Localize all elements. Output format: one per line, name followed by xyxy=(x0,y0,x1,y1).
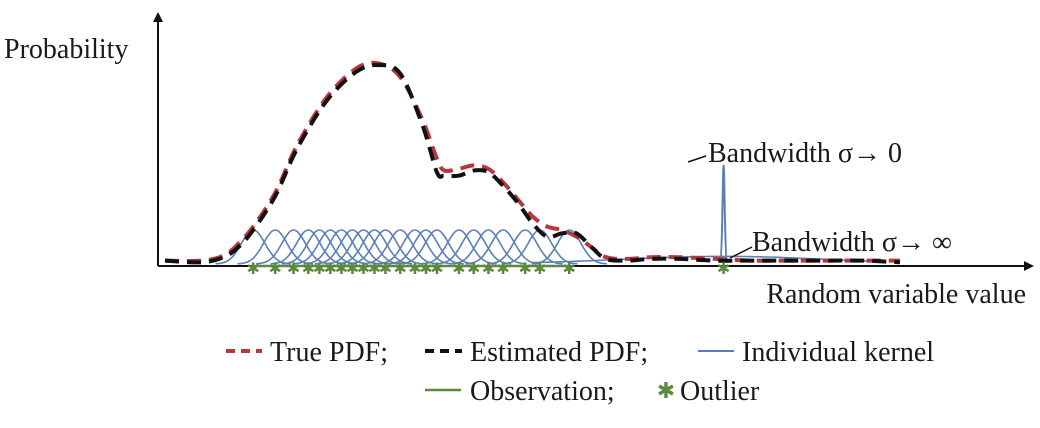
legend-estimated-pdf-label: Estimated PDF; xyxy=(470,337,648,368)
observation-marker-5: ✱ xyxy=(313,259,326,278)
annotation-wide-bandwidth: Bandwidth σ→ ∞ xyxy=(729,227,952,259)
kernel-6 xyxy=(292,229,369,265)
annotation-narrow-bandwidth: Bandwidth σ→ 0 xyxy=(687,138,902,169)
observation-marker-16: ✱ xyxy=(452,259,465,278)
observation-markers: ✱ ✱ ✱ ✱✱✱✱✱✱✱✱ ✱ ✱✱✱ ✱ ✱ ✱ ✱ ✱ ✱ ✱ ✱ xyxy=(246,259,730,278)
kernel-16 xyxy=(421,229,497,265)
kernel-2 xyxy=(237,229,313,265)
kernel-19 xyxy=(465,229,541,265)
observation-marker-22: ✱ xyxy=(563,259,576,278)
kernel-7 xyxy=(303,229,380,265)
legend-true-pdf: True PDF; xyxy=(226,337,388,368)
observation-marker-13: ✱ xyxy=(408,259,421,278)
observation-marker-10: ✱ xyxy=(368,259,381,278)
estimated-pdf-curve xyxy=(164,63,901,265)
y-axis-label: Probability xyxy=(4,34,128,65)
kernel-4 xyxy=(270,229,347,265)
kernel-14 xyxy=(388,229,464,265)
legend-observation-label: Observation; xyxy=(470,376,615,407)
observation-marker-21: ✱ xyxy=(533,259,546,278)
kernel-3 xyxy=(255,229,332,265)
observation-marker-4: ✱ xyxy=(302,259,315,278)
observation-marker-18: ✱ xyxy=(482,259,495,278)
observation-marker-8: ✱ xyxy=(346,259,359,278)
legend-outlier: ✱ Outlier xyxy=(657,376,760,407)
annotation-narrow-text: Bandwidth σ→ 0 xyxy=(708,138,902,169)
pdf-curves xyxy=(164,60,901,265)
kernel-20 xyxy=(487,229,563,265)
legend-observation: Observation; xyxy=(425,376,615,407)
legend-outlier-label: Outlier xyxy=(680,376,760,407)
observation-marker-19: ✱ xyxy=(496,259,509,278)
annotation-wide-text: Bandwidth σ→ ∞ xyxy=(752,227,952,258)
observation-marker-9: ✱ xyxy=(357,259,370,278)
observation-marker-20: ✱ xyxy=(518,259,531,278)
kernel-8 xyxy=(314,229,391,265)
legend: True PDF; Estimated PDF; Individual kern… xyxy=(226,337,934,407)
observation-marker-12: ✱ xyxy=(393,259,406,278)
observation-marker-17: ✱ xyxy=(467,259,480,278)
observation-marker-7: ✱ xyxy=(335,259,348,278)
legend-estimated-pdf: Estimated PDF; xyxy=(425,337,648,368)
observation-marker-1: ✱ xyxy=(246,259,259,278)
observation-marker-2: ✱ xyxy=(269,259,282,278)
outlier-marker-1: ✱ xyxy=(717,259,730,278)
legend-kernel-label: Individual kernel xyxy=(742,337,934,368)
legend-individual-kernel: Individual kernel xyxy=(698,337,934,368)
kernel-narrow-bandwidth xyxy=(718,164,729,264)
observation-marker-14: ✱ xyxy=(419,259,432,278)
annotation-wide-leader xyxy=(729,246,753,259)
observation-marker-6: ✱ xyxy=(324,259,337,278)
individual-kernels xyxy=(215,164,886,265)
x-axis-label: Random variable value xyxy=(766,279,1026,310)
legend-true-pdf-label: True PDF; xyxy=(270,337,388,368)
observation-marker-15: ✱ xyxy=(430,259,443,278)
kernel-12 xyxy=(362,229,438,265)
legend-outlier-swatch: ✱ xyxy=(657,379,675,404)
observation-marker-11: ✱ xyxy=(379,259,392,278)
kernel-5 xyxy=(281,229,358,265)
kernel-13 xyxy=(377,229,453,265)
annotation-narrow-leader xyxy=(687,155,707,163)
observation-marker-3: ✱ xyxy=(287,259,300,278)
